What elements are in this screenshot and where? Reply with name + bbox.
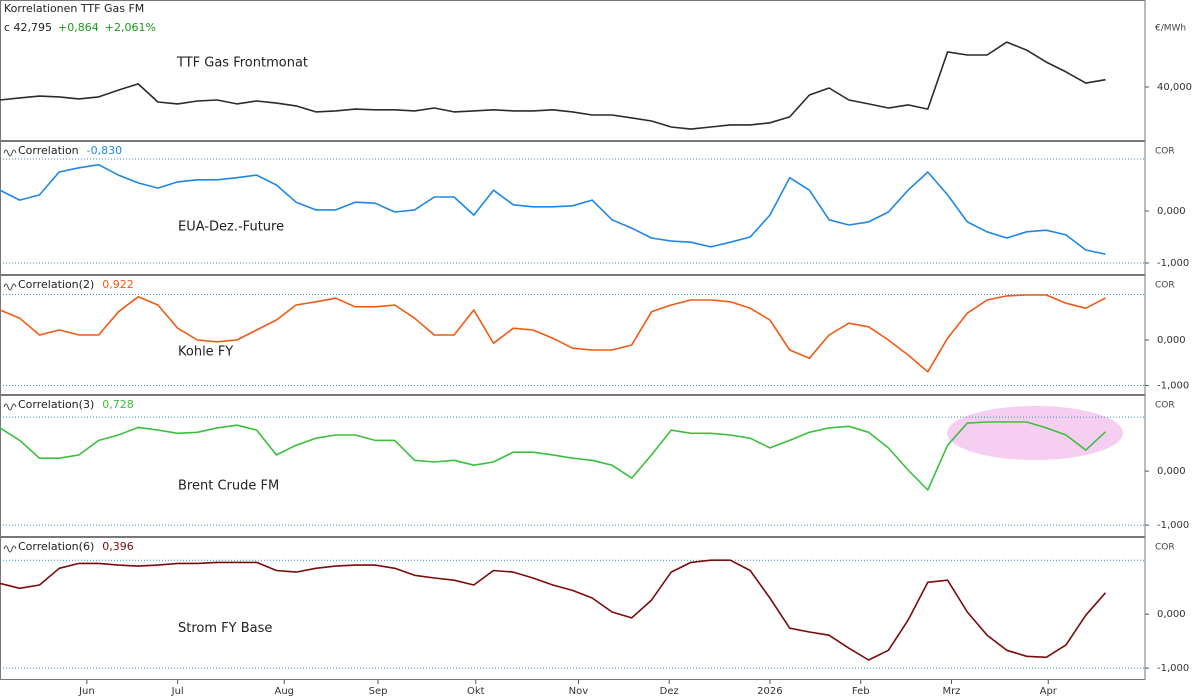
x-tick-label: Sep <box>369 686 388 697</box>
panel-frame <box>0 537 1146 680</box>
x-tick-label: Apr <box>1040 686 1058 697</box>
panel-label: Brent Crude FM <box>178 478 279 493</box>
panel-frame <box>0 275 1146 395</box>
y-tick-label: 0,000 <box>1157 206 1186 217</box>
unit-label: COR <box>1155 401 1175 411</box>
legend-name: Correlation <box>18 144 79 157</box>
y-tick-label: -1,000 <box>1157 380 1189 391</box>
legend-name: Correlation(3) <box>18 398 94 411</box>
series-line <box>0 294 1106 373</box>
x-tick-label: Aug <box>275 686 295 697</box>
y-tick-label: -1,000 <box>1157 520 1189 531</box>
series-line <box>0 41 1106 130</box>
x-tick-label: Feb <box>852 686 870 697</box>
y-tick-label: 0,000 <box>1157 466 1186 477</box>
panel-label: EUA-Dez.-Future <box>178 219 284 234</box>
panel-frame <box>0 395 1146 537</box>
legend-value: 0,396 <box>102 540 134 553</box>
legend-value: 0,922 <box>102 278 134 291</box>
y-tick-label: 0,000 <box>1157 335 1186 346</box>
panel-label: TTF Gas Frontmonat <box>176 56 308 71</box>
unit-label: COR <box>1155 543 1175 553</box>
header-change-pct: +2,061% <box>105 21 156 34</box>
series-line <box>0 559 1107 661</box>
panel-label: Strom FY Base <box>178 621 272 636</box>
unit-label: COR <box>1155 281 1175 291</box>
x-tick-label: Jul <box>171 686 184 697</box>
legend-name: Correlation(2) <box>18 278 94 291</box>
x-tick-label: Dez <box>660 686 679 697</box>
series-line <box>0 421 1107 491</box>
unit-label: COR <box>1155 147 1175 157</box>
series-line <box>0 163 1106 255</box>
y-tick-label: 0,000 <box>1157 609 1186 620</box>
panel-label: Kohle FY <box>178 344 233 359</box>
y-tick-label: 40,000 <box>1157 82 1192 93</box>
x-tick-label: Okt <box>467 686 485 697</box>
chart-title: Korrelationen TTF Gas FM <box>4 2 144 15</box>
panel-frame <box>0 0 1146 141</box>
legend-name: Correlation(6) <box>18 540 94 553</box>
legend-icon <box>3 545 17 553</box>
x-tick-label: Jun <box>78 686 95 697</box>
last-price: c 42,795 <box>4 21 52 34</box>
x-tick-label: Nov <box>569 686 589 697</box>
legend-value: -0,830 <box>87 144 122 157</box>
header-change: +0,864 <box>58 21 99 34</box>
x-tick-label: Mrz <box>943 686 961 697</box>
legend-icon <box>3 403 17 411</box>
x-tick-label: 2026 <box>757 686 782 697</box>
highlight <box>947 406 1123 460</box>
legend-icon <box>3 283 17 291</box>
unit-label: €/MWh <box>1155 24 1186 34</box>
y-tick-label: -1,000 <box>1157 663 1189 674</box>
panel-frame <box>0 141 1146 275</box>
legend-icon <box>3 149 17 157</box>
legend-value: 0,728 <box>102 398 134 411</box>
y-tick-label: -1,000 <box>1157 258 1189 269</box>
